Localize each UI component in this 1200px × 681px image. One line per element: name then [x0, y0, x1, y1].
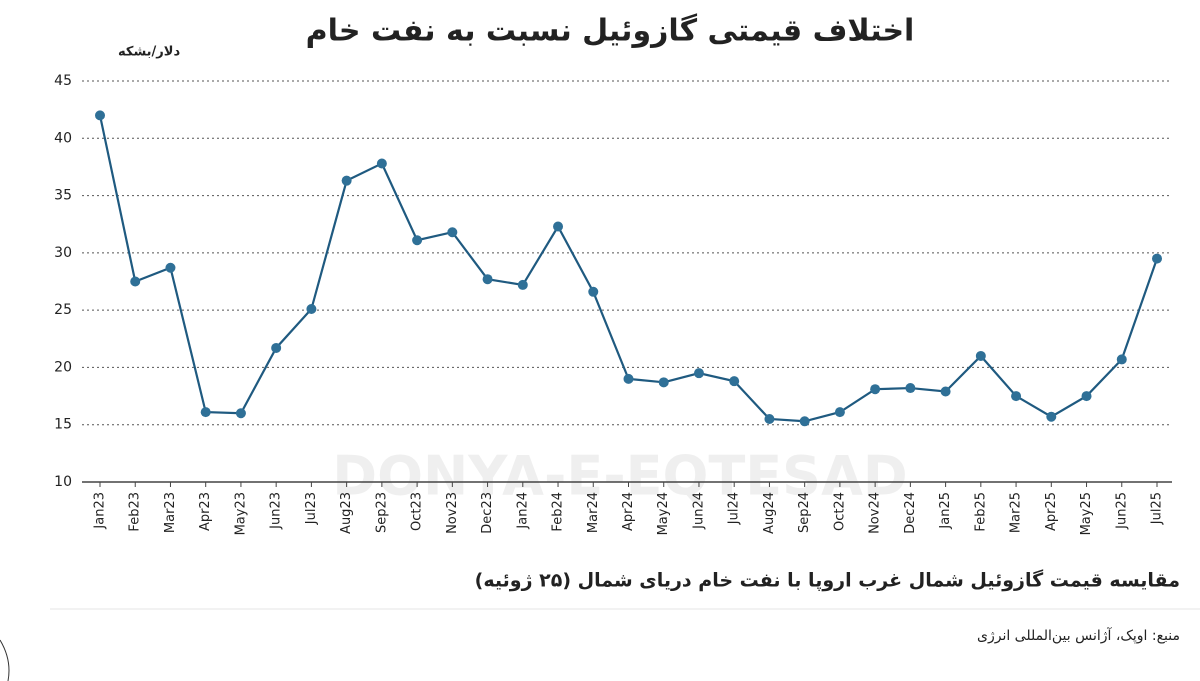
marker [412, 235, 423, 246]
x-tick-label: Sep23 [374, 492, 389, 533]
marker [729, 376, 740, 387]
x-tick-label: Apr23 [198, 492, 213, 531]
marker [870, 384, 881, 395]
marker [271, 342, 282, 353]
marker [1046, 411, 1057, 422]
x-tick-label: Jun23 [269, 492, 284, 530]
subtitle: مقایسه قیمت گازوئیل شمال غرب اروپا با نف… [475, 569, 1180, 592]
marker [482, 274, 493, 285]
x-tick-label: May24 [656, 492, 671, 535]
marker [1081, 391, 1092, 402]
x-tick-label: Apr24 [621, 492, 636, 531]
chart-title: اختلاف قیمتی گازوئیل نسبت به نفت خام [306, 13, 915, 49]
watermark: DONYA-E-EQTESAD [332, 445, 907, 508]
marker [306, 303, 317, 314]
marker [623, 373, 634, 384]
marker [376, 158, 387, 169]
y-tick-label: 45 [54, 73, 72, 89]
x-tick-label: May25 [1079, 492, 1094, 535]
marker [165, 262, 176, 273]
marker [235, 408, 246, 419]
marker [1011, 391, 1022, 402]
x-tick-label: Oct23 [410, 492, 425, 531]
marker [341, 175, 352, 186]
x-tick-label: Dec24 [903, 492, 918, 534]
y-tick-label: 30 [54, 245, 72, 261]
marker [693, 368, 704, 379]
x-tick-label: Feb23 [128, 492, 143, 532]
x-tick-label: Feb24 [551, 492, 566, 532]
y-tick-label: 20 [54, 359, 72, 375]
marker [764, 413, 775, 424]
x-tick-label: Apr25 [1044, 492, 1059, 531]
x-tick-label: Jul23 [304, 492, 319, 525]
marker [588, 286, 599, 297]
x-tick-label: Mar24 [586, 492, 601, 533]
x-tick-label: Sep24 [797, 492, 812, 533]
y-tick-label: 40 [54, 130, 72, 146]
x-tick-label: Jan24 [515, 492, 530, 530]
x-tick-label: Oct24 [832, 492, 847, 531]
x-tick-label: Feb25 [973, 492, 988, 532]
x-tick-label: Jul25 [1150, 492, 1165, 525]
marker [130, 276, 141, 287]
x-tick-label: Mar23 [163, 492, 178, 533]
x-tick-label: Jun25 [1114, 492, 1129, 530]
x-tick-label: Dec23 [480, 492, 495, 534]
marker [553, 221, 564, 232]
x-tick-label: Nov24 [868, 492, 883, 534]
marker [905, 383, 916, 394]
y-tick-label: 25 [54, 302, 72, 318]
x-tick-label: Jul24 [727, 492, 742, 525]
x-tick-label: Jun24 [691, 492, 706, 530]
x-tick-label: Mar25 [1009, 492, 1024, 533]
marker [95, 110, 105, 121]
marker [1116, 354, 1127, 365]
marker [799, 416, 810, 427]
marker [658, 377, 669, 388]
x-tick-label: May23 [233, 492, 248, 535]
x-tick-label: Jan23 [93, 492, 108, 530]
corner-decoration [0, 639, 10, 681]
marker [447, 227, 458, 238]
x-tick-label: Aug24 [762, 492, 777, 534]
marker [200, 407, 211, 418]
marker [975, 350, 986, 361]
marker [1152, 253, 1162, 264]
marker [834, 407, 845, 418]
y-tick-label: 35 [54, 188, 72, 204]
x-tick-label: Aug23 [339, 492, 354, 534]
x-tick-label: Jan25 [938, 492, 953, 530]
y-tick-label: 10 [54, 474, 72, 490]
y-axis-label: دلار/بشکه [118, 45, 180, 60]
marker [940, 386, 951, 397]
marker [517, 279, 528, 290]
source: منبع: اوپک، آژانس بین‌المللی انرژی [977, 627, 1180, 644]
x-tick-label: Nov23 [445, 492, 460, 534]
y-tick-label: 15 [54, 417, 72, 433]
